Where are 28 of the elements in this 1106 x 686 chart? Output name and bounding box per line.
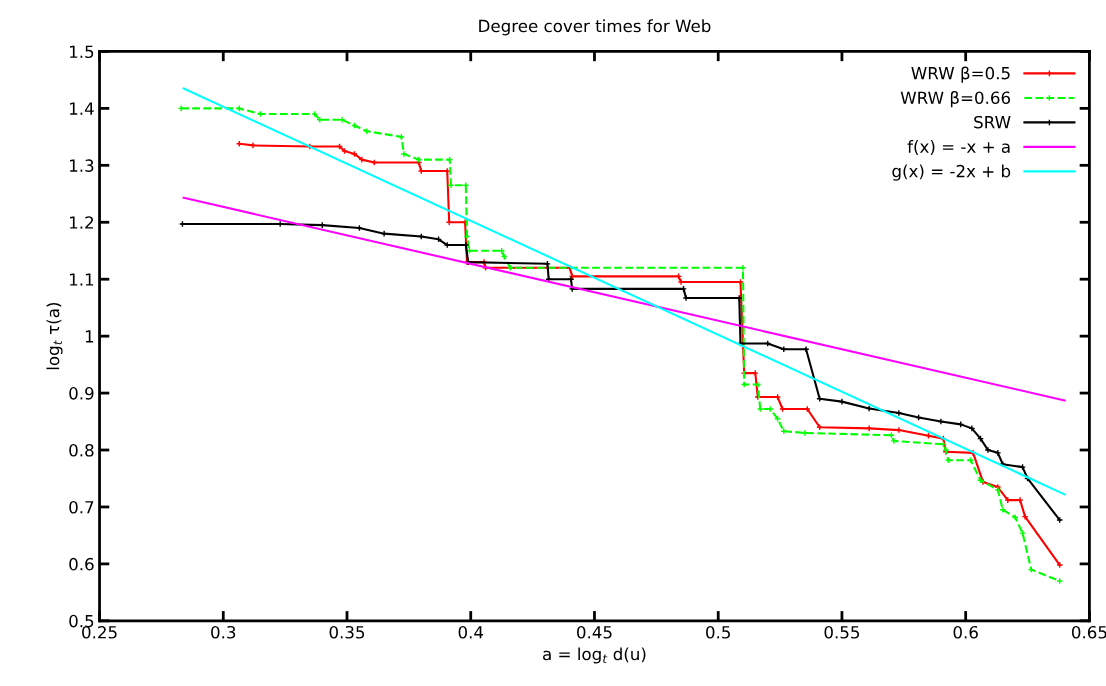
x-axis-title: a = log$_{t}$ d(u) [543,647,646,664]
y-tick-label: 1.2 [70,216,94,229]
y-tick-label: 1.1 [70,273,94,286]
x-tick-label: 0.25 [82,625,117,639]
x-tick-label: 0.3 [211,625,236,639]
legend-label: f(x) = -x + a [907,140,1010,155]
y-tick-label: 0.9 [69,387,94,400]
y-tick-label: 1 [85,330,94,343]
x-tick-label: 0.35 [329,625,365,639]
chart-title: Degree cover times for Web [479,19,711,36]
y-tick-label: 0.6 [69,557,94,571]
y-tick-label: 0.8 [69,443,94,457]
x-tick-label: 0.6 [953,625,978,639]
legend-label: WRW β=0.66 [900,91,1011,108]
x-tick-label: 0.5 [706,625,731,639]
legend-label: SRW [974,115,1011,129]
x-tick-label: 0.55 [824,625,860,639]
y-tick-label: 1.4 [70,102,94,115]
x-tick-label: 0.65 [1071,625,1106,639]
y-tick-label: 0.5 [69,614,94,628]
legend-label: g(x) = -2x + b [892,164,1011,181]
x-tick-label: 0.4 [458,625,484,639]
legend-label: WRW β=0.5 [911,66,1010,83]
y-tick-label: 1.3 [70,159,94,172]
y-axis-title: log$_{t}$ τ(a) [46,303,63,370]
x-tick-label: 0.45 [577,625,612,639]
y-tick-label: 1.5 [70,45,94,59]
y-tick-label: 0.7 [69,500,94,514]
